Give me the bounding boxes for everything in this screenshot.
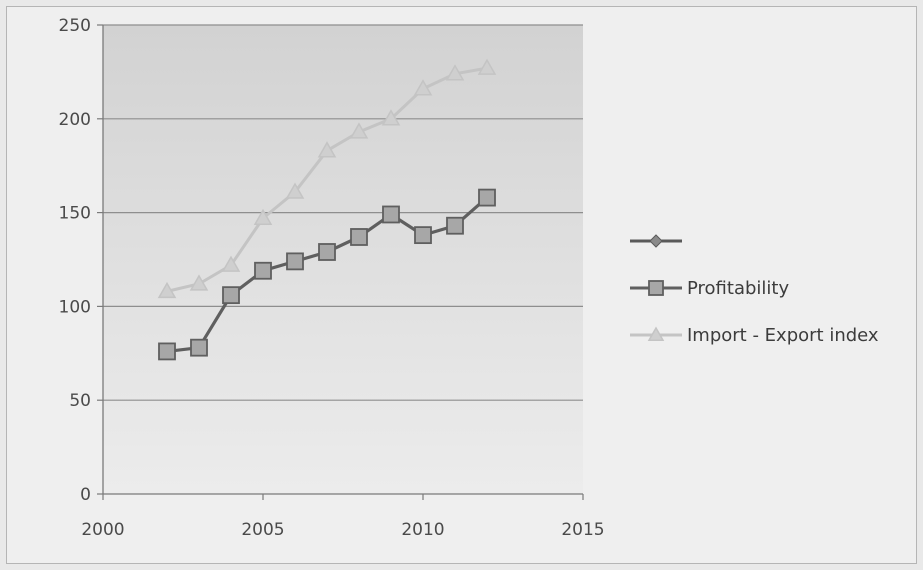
legend-marker (648, 280, 664, 296)
y-tick-label: 200 (59, 110, 91, 130)
data-point (318, 243, 336, 261)
data-point (222, 286, 240, 305)
x-tick-label: 2015 (561, 520, 604, 540)
legend-label: Import - Export index (687, 325, 879, 346)
data-point (254, 261, 272, 280)
data-point (157, 281, 177, 299)
data-point (286, 252, 304, 271)
y-tick-label: 250 (59, 16, 91, 36)
data-point (285, 182, 305, 199)
data-point (445, 64, 465, 81)
data-point (381, 109, 401, 126)
data-point (350, 228, 368, 246)
x-tick-label: 2010 (401, 520, 444, 540)
y-tick-label: 100 (59, 297, 91, 317)
data-point (382, 205, 400, 224)
y-tick-label: 150 (59, 204, 91, 224)
data-point (189, 274, 209, 291)
y-tick-label: 0 (80, 485, 91, 505)
data-point (317, 141, 337, 158)
data-point (478, 188, 496, 207)
legend-marker (649, 234, 663, 248)
data-point (190, 338, 208, 357)
data-point (253, 208, 273, 225)
data-point (158, 342, 176, 361)
data-point (446, 216, 464, 235)
plot-area (103, 25, 583, 494)
x-tick-label: 2000 (81, 520, 124, 540)
legend-marker (647, 326, 665, 341)
data-point (477, 58, 497, 75)
legend-label: Profitability (687, 278, 789, 299)
data-point (414, 226, 432, 245)
x-tick-label: 2005 (241, 520, 284, 540)
data-point (413, 79, 433, 96)
data-point (349, 122, 369, 139)
y-tick-label: 50 (69, 391, 91, 411)
data-point (221, 255, 241, 272)
